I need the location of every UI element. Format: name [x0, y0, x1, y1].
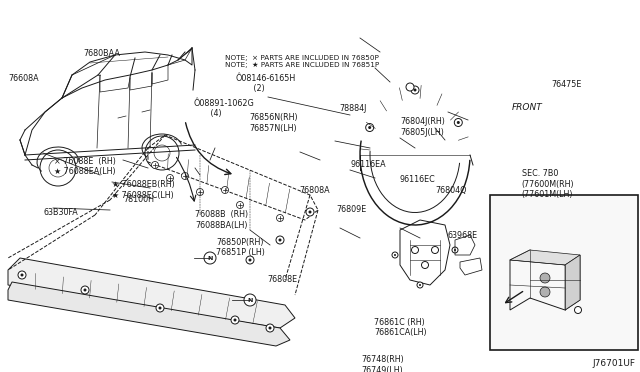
Circle shape — [457, 121, 460, 124]
Circle shape — [406, 83, 414, 91]
Text: 7680BAA: 7680BAA — [83, 49, 120, 58]
Circle shape — [182, 173, 189, 180]
Text: 76088B  (RH)
76088BA(LH): 76088B (RH) 76088BA(LH) — [195, 210, 248, 230]
Circle shape — [431, 247, 438, 253]
Text: 76804J(RH)
76805J(LH): 76804J(RH) 76805J(LH) — [400, 117, 445, 137]
Polygon shape — [565, 255, 580, 310]
Text: 96116EC: 96116EC — [400, 175, 436, 184]
Circle shape — [269, 327, 271, 330]
Circle shape — [83, 289, 86, 292]
Circle shape — [540, 273, 550, 283]
Circle shape — [81, 286, 89, 294]
Polygon shape — [8, 258, 295, 328]
Circle shape — [417, 282, 423, 288]
Circle shape — [452, 247, 458, 253]
Circle shape — [159, 307, 161, 310]
Circle shape — [276, 215, 284, 221]
Circle shape — [152, 161, 159, 169]
Text: 76850P(RH)
76851P (LH): 76850P(RH) 76851P (LH) — [216, 238, 265, 257]
Circle shape — [419, 284, 421, 286]
Circle shape — [575, 307, 582, 314]
Text: 76808E: 76808E — [268, 275, 298, 284]
Circle shape — [392, 252, 398, 258]
Circle shape — [156, 304, 164, 312]
Circle shape — [266, 324, 274, 332]
Circle shape — [308, 211, 312, 214]
Text: J76701UF: J76701UF — [592, 359, 635, 368]
Text: 76861C (RH)
76861CA(LH): 76861C (RH) 76861CA(LH) — [374, 318, 427, 337]
Circle shape — [413, 89, 417, 92]
Circle shape — [276, 236, 284, 244]
Circle shape — [394, 254, 396, 256]
Text: SEC. 7B0
(77600M(RH)
(77601M(LH): SEC. 7B0 (77600M(RH) (77601M(LH) — [522, 169, 574, 199]
Circle shape — [278, 238, 282, 241]
Text: FRONT: FRONT — [512, 103, 543, 112]
Text: NOTE;  × PARTS ARE INCLUDED IN 76850P
NOTE;  ★ PARTS ARE INCLUDED IN 76851P: NOTE; × PARTS ARE INCLUDED IN 76850P NOT… — [225, 55, 380, 68]
Text: ★ 76088EB(RH)
★ 76088EC(LH): ★ 76088EB(RH) ★ 76088EC(LH) — [112, 180, 175, 200]
Circle shape — [237, 202, 243, 208]
Circle shape — [246, 256, 254, 264]
Text: 96116EA: 96116EA — [351, 160, 387, 169]
Text: 76809E: 76809E — [336, 205, 366, 214]
Text: 76475E: 76475E — [552, 80, 582, 89]
Circle shape — [412, 247, 419, 253]
Circle shape — [411, 86, 419, 94]
Text: Ô08146-6165H
       (2): Ô08146-6165H (2) — [236, 74, 296, 93]
Text: 63968E: 63968E — [448, 231, 478, 240]
Text: Ô08891-1062G
       (4): Ô08891-1062G (4) — [193, 99, 254, 118]
Circle shape — [422, 262, 429, 269]
Circle shape — [454, 249, 456, 251]
Circle shape — [166, 174, 173, 182]
Circle shape — [204, 252, 216, 264]
Text: × 76088E  (RH)
★ 76088EA(LH): × 76088E (RH) ★ 76088EA(LH) — [54, 157, 116, 176]
Circle shape — [20, 273, 24, 276]
Text: 76808A: 76808A — [300, 186, 330, 195]
Text: 76748(RH)
76749(LH): 76748(RH) 76749(LH) — [362, 355, 404, 372]
Text: 63B30FA: 63B30FA — [44, 208, 78, 217]
Text: 76856N(RH)
76857N(LH): 76856N(RH) 76857N(LH) — [250, 113, 298, 133]
Text: 76804Q: 76804Q — [435, 186, 467, 195]
Circle shape — [234, 318, 237, 321]
Circle shape — [248, 259, 252, 262]
Circle shape — [221, 186, 228, 193]
Bar — [490, 195, 638, 350]
Circle shape — [196, 189, 204, 196]
Circle shape — [18, 271, 26, 279]
Polygon shape — [510, 250, 580, 265]
Circle shape — [244, 294, 256, 306]
Text: N: N — [207, 256, 212, 260]
Circle shape — [231, 316, 239, 324]
Circle shape — [540, 287, 550, 297]
Text: 78884J: 78884J — [339, 104, 367, 113]
Circle shape — [306, 208, 314, 216]
Text: 78100H: 78100H — [124, 195, 154, 204]
Circle shape — [368, 126, 371, 129]
Polygon shape — [8, 282, 290, 346]
Circle shape — [365, 124, 374, 132]
Text: N: N — [247, 298, 253, 302]
Text: 76608A: 76608A — [8, 74, 39, 83]
Circle shape — [454, 119, 462, 126]
